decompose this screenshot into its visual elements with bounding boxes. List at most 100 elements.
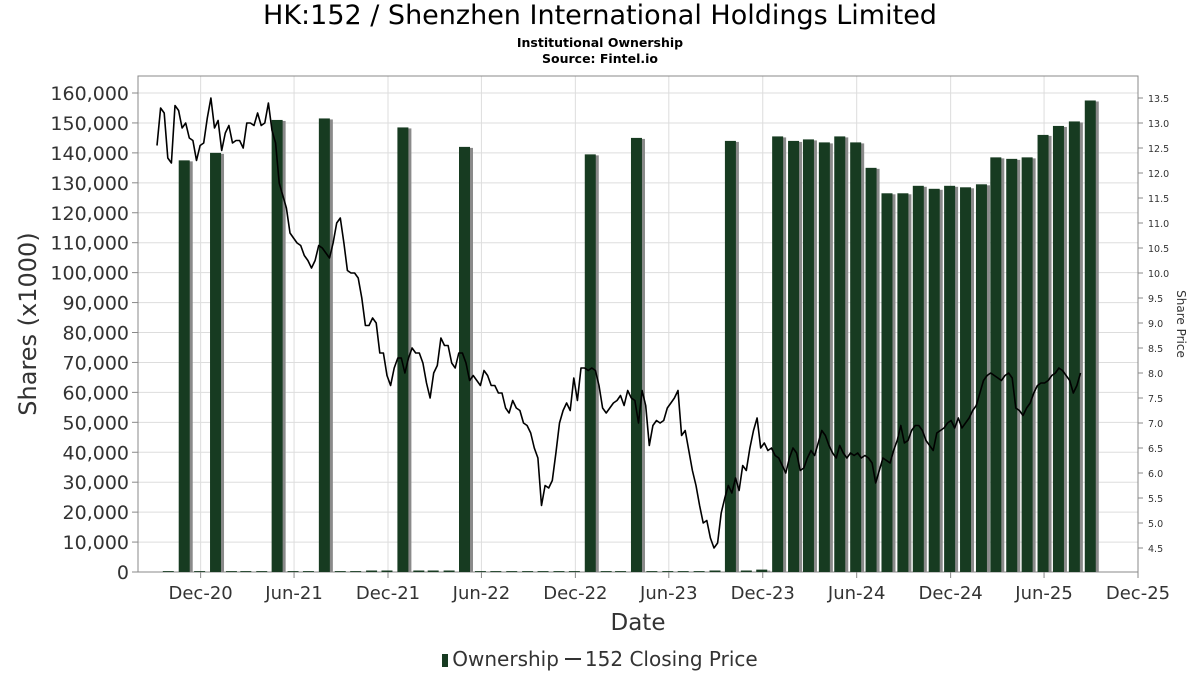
- chart-source: Source: Fintel.io: [542, 51, 658, 66]
- x-tick-label: Dec-22: [543, 583, 607, 604]
- x-tick-label: Dec-24: [919, 583, 983, 604]
- x-tick-label: Jun-23: [639, 583, 698, 604]
- ownership-bar: [1037, 134, 1049, 572]
- ownership-bar: [381, 570, 393, 572]
- ownership-bar: [630, 137, 642, 572]
- y2-axis-title: Share Price: [1174, 290, 1188, 358]
- y-tick-label: 90,000: [63, 293, 129, 315]
- ownership-bar: [865, 167, 877, 572]
- ownership-bar: [600, 571, 612, 572]
- ownership-bar: [256, 571, 268, 572]
- y-tick-label: 150,000: [50, 113, 129, 135]
- legend-ownership-swatch: [442, 654, 449, 667]
- ownership-bar: [1021, 157, 1033, 572]
- ownership-bar: [287, 571, 299, 572]
- y2-tick-label: 8.5: [1148, 344, 1163, 355]
- y-tick-label: 70,000: [63, 352, 129, 374]
- ownership-bar: [162, 571, 174, 572]
- ownership-bar: [474, 571, 486, 572]
- y-tick-label: 120,000: [50, 203, 129, 225]
- y2-tick-label: 11.5: [1148, 194, 1169, 205]
- y2-tick-label: 9.0: [1148, 319, 1163, 330]
- ownership-bar: [834, 136, 846, 573]
- ownership-bar: [1006, 158, 1018, 573]
- y2-tick-label: 8.0: [1148, 369, 1163, 380]
- x-axis-title: Date: [611, 610, 666, 636]
- y2-tick-label: 13.5: [1148, 94, 1169, 105]
- y-tick-label: 10,000: [63, 532, 129, 554]
- ownership-bar: [522, 571, 534, 572]
- chart-subtitle: Institutional Ownership: [516, 35, 684, 50]
- x-tick-label: Jun-21: [264, 583, 323, 604]
- ownership-bar: [615, 571, 627, 572]
- ownership-bar: [490, 571, 502, 572]
- y-tick-label: 140,000: [50, 143, 129, 165]
- y-tick-label: 80,000: [63, 323, 129, 345]
- x-tick-label: Dec-25: [1106, 583, 1170, 604]
- chart-title: HK:152 / Shenzhen International Holdings…: [263, 0, 937, 31]
- ownership-bar: [818, 142, 830, 572]
- ownership-bar: [881, 193, 893, 572]
- legend: Ownership 152 Closing Price: [0, 647, 1200, 671]
- ownership-bar: [724, 140, 736, 572]
- y2-tick-label: 4.5: [1148, 544, 1163, 555]
- y-tick-label: 160,000: [50, 83, 129, 105]
- ownership-bar: [271, 119, 283, 572]
- y-tick-label: 20,000: [63, 502, 129, 524]
- ownership-bar: [225, 571, 237, 572]
- legend-price-label: 152 Closing Price: [584, 647, 758, 671]
- ownership-bar: [850, 142, 862, 572]
- legend-price-swatch: [564, 658, 581, 660]
- y2-tick-label: 12.0: [1148, 169, 1169, 180]
- legend-ownership-label: Ownership: [452, 647, 559, 671]
- x-tick-label: Dec-20: [169, 583, 233, 604]
- x-tick-label: Jun-22: [452, 583, 511, 604]
- ownership-bar: [1052, 125, 1064, 573]
- y2-tick-label: 12.5: [1148, 144, 1169, 155]
- y-axis-title: Shares (x1000): [14, 232, 42, 415]
- ownership-bar: [194, 571, 206, 572]
- y2-tick-label: 5.0: [1148, 519, 1163, 530]
- price-line: [156, 97, 1082, 549]
- y-tick-label: 30,000: [63, 472, 129, 494]
- ownership-bar: [318, 118, 330, 573]
- ownership-bar: [960, 187, 972, 572]
- y2-tick-label: 7.0: [1148, 419, 1163, 430]
- ownership-bar: [553, 571, 565, 572]
- ownership-bar: [677, 571, 689, 572]
- ownership-bar: [427, 570, 439, 572]
- ownership-bar: [210, 152, 222, 572]
- y2-tick-label: 10.5: [1148, 244, 1169, 255]
- y-tick-label: 60,000: [63, 382, 129, 404]
- y-tick-label: 50,000: [63, 412, 129, 434]
- y2-tick-label: 10.0: [1148, 269, 1169, 280]
- ownership-bar: [240, 571, 252, 572]
- ownership-bar: [443, 570, 455, 572]
- ownership-bar: [506, 571, 518, 572]
- ownership-bar: [350, 571, 362, 572]
- y2-tick-label: 6.0: [1148, 469, 1163, 480]
- y-tick-label: 100,000: [50, 263, 129, 285]
- ownership-bar: [178, 160, 190, 572]
- ownership-bar: [709, 570, 721, 572]
- ownership-bar: [756, 569, 768, 572]
- y-tick-label: 40,000: [63, 442, 129, 464]
- x-tick-label: Jun-25: [1014, 583, 1073, 604]
- y-tick-label: 110,000: [50, 233, 129, 255]
- ownership-bar: [568, 571, 580, 572]
- ownership-bar: [975, 184, 987, 572]
- ownership-bar: [802, 139, 814, 572]
- ownership-chart: Dec-20 Jun-21 Dec-21 Jun-22 Dec-22 Jun-23 Dec-…: [14, 75, 1188, 636]
- ownership-bar: [740, 570, 752, 572]
- y2-tick-label: 7.5: [1148, 394, 1163, 405]
- ownership-bar: [413, 570, 425, 572]
- ownership-bar: [990, 157, 1002, 572]
- ownership-bar: [366, 570, 378, 572]
- ownership-bar: [912, 185, 924, 572]
- ownership-bar: [584, 154, 596, 572]
- ownership-bar: [646, 571, 658, 572]
- ownership-bar: [928, 188, 940, 573]
- ownership-bar: [944, 185, 956, 572]
- y2-tick-label: 9.5: [1148, 294, 1163, 305]
- y-tick-label: 130,000: [50, 173, 129, 195]
